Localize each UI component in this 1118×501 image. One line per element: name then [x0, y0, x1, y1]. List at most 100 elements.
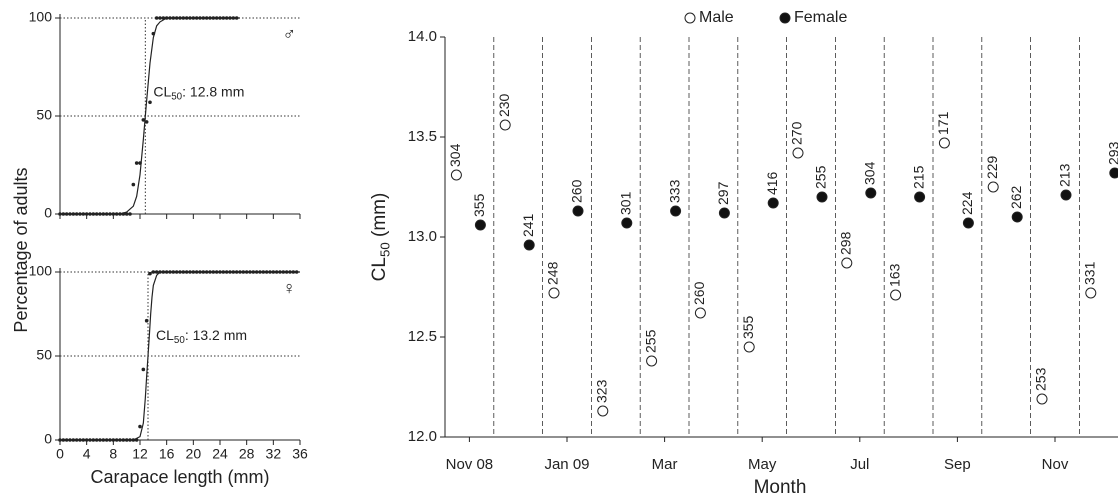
sample-size-label: 213 [1057, 163, 1073, 187]
sample-size-label: 355 [471, 193, 487, 217]
data-point [108, 438, 112, 442]
y-axis-label: Percentage of adults [11, 167, 31, 332]
x-tick-label: 16 [159, 446, 175, 462]
sample-size-label: 270 [789, 121, 805, 145]
data-point [194, 16, 199, 20]
data-point [264, 270, 269, 274]
sample-size-label: 355 [740, 315, 756, 339]
sample-size-label: 163 [886, 263, 902, 287]
data-point [144, 318, 149, 323]
data-point [94, 212, 99, 216]
data-point [174, 16, 179, 20]
data-point [231, 16, 236, 20]
data-point [188, 270, 192, 274]
y-tick-label: 0 [44, 431, 52, 447]
data-point [171, 270, 176, 274]
data-point [284, 270, 289, 274]
data-point [118, 212, 122, 216]
data-point [244, 270, 249, 274]
data-point [184, 16, 189, 20]
data-point [938, 137, 950, 149]
data-point [178, 16, 182, 20]
data-point [962, 217, 974, 229]
legend-label: Male [699, 9, 734, 26]
y-tick-label: 13.0 [408, 228, 437, 245]
data-point [171, 16, 176, 20]
data-point [168, 270, 172, 274]
data-point [218, 16, 222, 20]
label: CL50 (mm) [369, 193, 392, 282]
data-point [621, 217, 633, 229]
data-point [144, 120, 149, 124]
data-point [168, 16, 172, 20]
sample-size-label: 230 [496, 93, 512, 117]
label: CL50: 13.2 mm [156, 327, 247, 346]
data-point [148, 100, 152, 105]
data-point [191, 16, 196, 20]
data-point [816, 191, 828, 203]
data-point [987, 181, 999, 193]
data-point [194, 270, 199, 274]
data-point [174, 270, 179, 274]
x-tick-label: May [748, 456, 777, 473]
data-point [154, 16, 159, 20]
data-point [221, 16, 226, 20]
label: CL50: 12.8 mm [153, 83, 244, 102]
data-point [890, 289, 902, 301]
label-text: CL [369, 257, 390, 281]
data-point [1109, 167, 1118, 179]
data-point [178, 270, 182, 274]
data-point [71, 438, 76, 442]
sample-size-label: 241 [520, 213, 536, 237]
sample-size-label: 416 [764, 171, 780, 195]
data-point [228, 270, 232, 274]
sample-size-label: 224 [959, 191, 975, 215]
legend-label: Female [794, 9, 847, 26]
data-point [111, 212, 116, 216]
x-tick-label: 20 [186, 446, 202, 462]
label-subscript: 50 [377, 242, 392, 257]
data-point [118, 438, 122, 442]
data-point [161, 270, 166, 274]
data-point [84, 438, 89, 442]
data-point [134, 438, 139, 442]
data-point [181, 16, 186, 20]
data-point [548, 287, 560, 299]
data-point [208, 16, 212, 20]
data-point [214, 16, 219, 20]
data-point [124, 438, 129, 442]
data-point [158, 270, 162, 274]
data-point [81, 212, 86, 216]
data-point [694, 307, 706, 319]
data-point [141, 367, 146, 372]
data-point [224, 270, 229, 274]
data-point [121, 438, 126, 442]
y-tick-label: 50 [36, 107, 52, 123]
data-point [198, 16, 202, 20]
data-point [154, 270, 159, 274]
data-point [91, 212, 96, 216]
sample-size-label: 298 [838, 231, 854, 255]
sex-symbol: ♂ [283, 24, 297, 44]
data-point [114, 212, 119, 216]
data-point [128, 212, 132, 216]
data-point [234, 16, 239, 20]
data-point [228, 16, 232, 20]
data-point [138, 161, 142, 165]
data-point [124, 212, 129, 216]
sample-size-label: 323 [594, 379, 610, 403]
data-point [1060, 189, 1072, 201]
data-point [1085, 287, 1097, 299]
sample-size-label: 331 [1082, 261, 1098, 285]
data-point [94, 438, 99, 442]
data-point [71, 212, 76, 216]
sample-size-label: 215 [910, 165, 926, 189]
data-point [211, 16, 216, 20]
sample-size-label: 229 [984, 155, 1000, 179]
data-point [184, 270, 189, 274]
data-point [181, 270, 186, 274]
data-point [164, 16, 169, 20]
data-point [201, 16, 206, 20]
sample-size-label: 301 [618, 191, 634, 215]
data-point [597, 405, 609, 417]
